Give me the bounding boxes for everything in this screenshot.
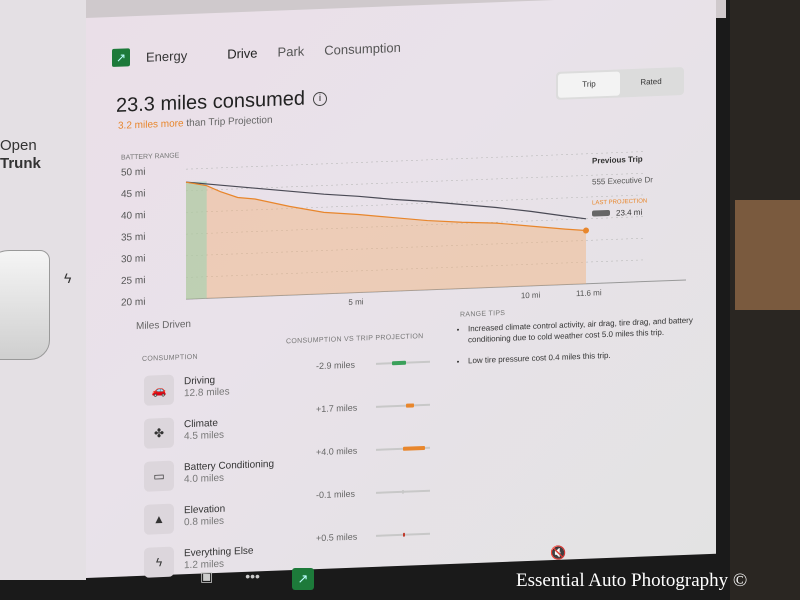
- trunk-label-2: Trunk: [0, 155, 41, 172]
- grid-line: [186, 259, 646, 278]
- trunk-label-1: Open: [0, 137, 37, 154]
- consumption-value: 4.5 miles: [184, 429, 225, 443]
- projection-line: [185, 181, 587, 220]
- fan-icon: ✤: [144, 417, 174, 449]
- energy-app: ↗ Energy Drive Park Consumption 23.3 mil…: [86, 0, 716, 578]
- destination: 555 Executive Dr: [592, 175, 653, 187]
- vs-projection-header: CONSUMPTION VS TRIP PROJECTION: [286, 333, 424, 346]
- grid-line: [186, 194, 646, 213]
- current-point: [583, 227, 589, 234]
- bolt-icon: ϟ: [144, 546, 174, 578]
- x-axis-label: Miles Driven: [136, 319, 191, 332]
- watermark: Essential Auto Photography ©: [516, 570, 748, 591]
- y-tick-label: 30 mi: [121, 253, 145, 265]
- consumption-row: ✤ Climate 4.5 miles +1.7 miles: [144, 403, 434, 459]
- delta-bar-fill: [403, 445, 425, 451]
- previous-trip-panel: Previous Trip 555 Executive Dr LAST PROJ…: [592, 154, 653, 218]
- range-tips-list: Increased climate control activity, air …: [458, 314, 708, 377]
- consumption-value: 12.8 miles: [184, 386, 230, 400]
- open-trunk-button[interactable]: Open Trunk: [0, 137, 41, 173]
- consumption-delta: +4.0 miles: [316, 445, 358, 458]
- delta-suffix: than Trip Projection: [183, 114, 273, 130]
- y-tick-label: 45 mi: [121, 188, 145, 200]
- last-projection-label: LAST PROJECTION: [592, 198, 648, 207]
- x-tick-label: 10 mi: [521, 291, 541, 301]
- range-tip: Increased climate control activity, air …: [468, 314, 708, 345]
- actual-line: [185, 181, 587, 232]
- trip-rated-toggle[interactable]: Trip Rated: [556, 67, 684, 100]
- consumption-name: Elevation: [184, 503, 226, 517]
- consumption-delta: -2.9 miles: [316, 359, 356, 372]
- car-panel: Open Trunk ϟ: [0, 0, 86, 580]
- range-tips-header: RANGE TIPS: [460, 309, 506, 319]
- delta-bar: [376, 360, 430, 366]
- consumed-text: 23.3 miles consumed: [116, 87, 305, 117]
- car-image: [0, 250, 50, 360]
- app-title: Energy: [146, 47, 188, 65]
- page-title: 23.3 miles consumed i: [116, 87, 327, 118]
- mountain-icon: ▲: [144, 503, 174, 535]
- consumption-delta: +0.5 miles: [316, 531, 358, 544]
- toggle-rated[interactable]: Rated: [640, 76, 662, 87]
- x-tick-label: 11.6 mi: [576, 288, 602, 298]
- battery-icon: [592, 209, 610, 217]
- tab-drive[interactable]: Drive: [227, 44, 258, 62]
- consumption-name: Driving: [184, 375, 216, 388]
- actual-area: [186, 182, 586, 300]
- previous-trip-label: Previous Trip: [592, 154, 643, 166]
- battery-range-chart: BATTERY RANGE 20 mi 25 mi 30 mi 35 mi 40 mi 45…: [121, 151, 686, 332]
- consumption-row: ▭ Battery Conditioning 4.0 miles +4.0 mi…: [144, 446, 434, 502]
- media-icon[interactable]: ▣: [200, 568, 214, 584]
- energy-graph-icon: ↗: [112, 48, 130, 68]
- consumption-name: Climate: [184, 417, 218, 431]
- screen: Open Trunk ϟ ↗ Energy Drive Park Consumpt…: [0, 0, 730, 600]
- consumption-name: Everything Else: [184, 545, 254, 560]
- dashboard-wood: [735, 200, 800, 310]
- tab-consumption[interactable]: Consumption: [324, 39, 401, 58]
- consumption-header: CONSUMPTION: [142, 353, 198, 363]
- delta-bar-fill: [405, 403, 414, 408]
- consumption-delta: -0.1 miles: [316, 488, 356, 501]
- y-tick-label: 35 mi: [121, 232, 145, 244]
- energy-app-icon[interactable]: ↗: [291, 568, 314, 590]
- charge-bolt-icon: ϟ: [64, 270, 72, 286]
- y-axis-label: BATTERY RANGE: [121, 152, 180, 161]
- grid-line: [186, 237, 646, 257]
- dock: ▣ ••• ↗: [200, 568, 314, 590]
- consumption-value: 0.8 miles: [184, 515, 225, 529]
- x-axis: [186, 279, 686, 300]
- delta-bar-fill: [402, 489, 404, 494]
- grid-line: [186, 216, 646, 235]
- x-tick-label: 5 mi: [348, 297, 363, 307]
- y-tick-label: 50 mi: [121, 167, 145, 179]
- tab-park[interactable]: Park: [277, 43, 305, 60]
- battery-icon: ▭: [144, 460, 174, 492]
- consumption-name: Battery Conditioning: [184, 458, 275, 474]
- consumption-value: 4.0 miles: [184, 472, 225, 486]
- consumption-row: ▲ Elevation 0.8 miles -0.1 miles: [144, 489, 434, 545]
- consumption-delta: +1.7 miles: [316, 402, 358, 415]
- last-projection-value: 23.4 mi: [616, 207, 643, 218]
- more-icon[interactable]: •••: [245, 568, 260, 584]
- y-tick-label: 40 mi: [121, 210, 145, 222]
- toggle-trip[interactable]: Trip: [558, 71, 620, 98]
- info-icon[interactable]: i: [312, 91, 327, 107]
- y-tick-label: 20 mi: [121, 297, 145, 309]
- delta-bar-fill: [392, 360, 406, 366]
- delta-bar-fill: [403, 532, 406, 537]
- projection-delta: 3.2 miles more than Trip Projection: [118, 115, 273, 132]
- delta-value: 3.2 miles more: [118, 118, 184, 132]
- volume-muted-icon[interactable]: 🔇: [550, 545, 567, 560]
- car-icon: 🚗: [144, 374, 174, 406]
- grid-line: [186, 172, 646, 192]
- consumption-row: 🚗 Driving 12.8 miles -2.9 miles: [144, 360, 434, 416]
- range-tip: Low tire pressure cost 0.4 miles this tr…: [468, 346, 708, 366]
- grid-line: [186, 151, 646, 170]
- y-tick-label: 25 mi: [121, 275, 145, 287]
- start-band: [186, 181, 207, 300]
